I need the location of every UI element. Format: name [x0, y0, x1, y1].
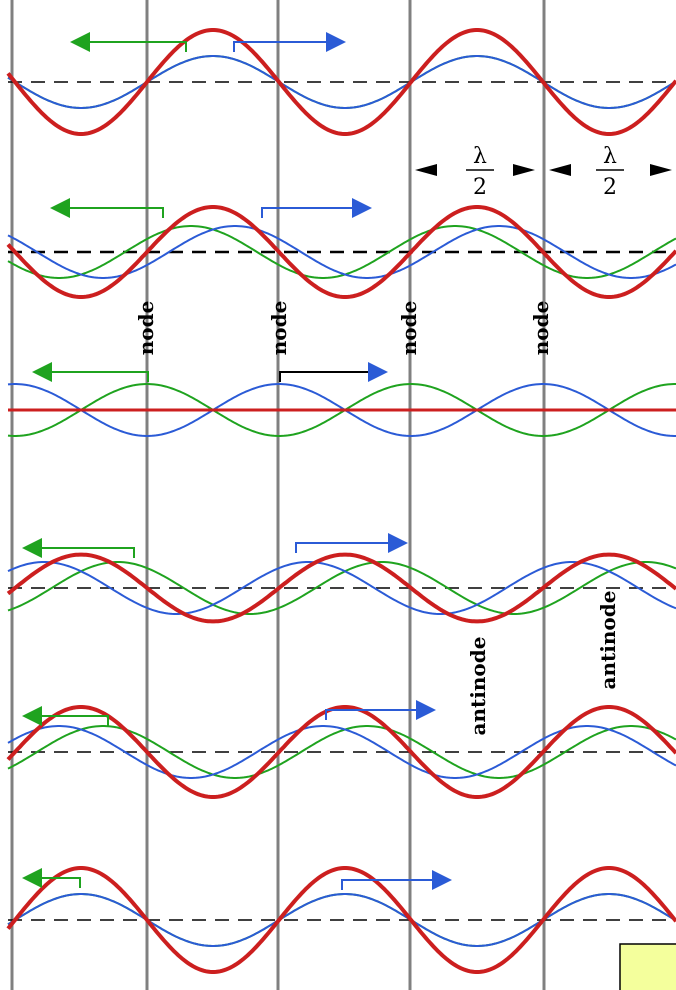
right-traveling-wave — [7, 225, 676, 279]
antinode-label: antinode — [466, 637, 490, 736]
standing-wave — [6, 552, 676, 624]
right-traveling-wave — [7, 893, 676, 947]
left-traveling-wave — [7, 561, 676, 615]
left-direction-arrow — [22, 538, 135, 558]
node-label: node — [529, 301, 553, 356]
right-traveling-wave — [7, 561, 676, 615]
antinode-label: antinode — [596, 591, 620, 690]
right-direction-arrow — [233, 32, 346, 52]
node-label: node — [397, 301, 421, 356]
arrowhead-left-2 — [549, 164, 571, 176]
wave-row — [6, 533, 676, 624]
left-direction-arrow — [22, 706, 109, 726]
wave-row — [6, 28, 676, 136]
arrowhead-right-1 — [513, 164, 535, 176]
wave-row — [7, 362, 676, 437]
fraction-denominator: 2 — [473, 175, 487, 200]
right-traveling-wave — [7, 55, 676, 109]
fraction-denominator: 2 — [603, 175, 617, 200]
standing-wave — [6, 205, 676, 299]
antinode-labels: antinode antinode — [466, 591, 620, 736]
node-label: node — [267, 301, 291, 356]
standing-wave — [6, 866, 676, 974]
half-wavelength-annotation: λ 2 λ 2 — [415, 144, 672, 200]
left-direction-arrow — [50, 198, 164, 218]
left-traveling-wave — [7, 383, 676, 437]
node-label: node — [134, 301, 158, 356]
node-lines — [10, 0, 546, 990]
wave-rows — [6, 28, 676, 974]
lambda-symbol: λ — [603, 144, 617, 169]
right-traveling-wave — [7, 383, 676, 437]
corner-box — [619, 943, 676, 990]
arrowhead-right-2 — [650, 164, 672, 176]
left-direction-arrow — [32, 362, 149, 382]
left-traveling-wave — [7, 725, 676, 779]
right-direction-arrow — [295, 533, 408, 553]
left-direction-arrow — [22, 868, 81, 888]
lambda-symbol: λ — [473, 144, 487, 169]
left-direction-arrow — [70, 32, 187, 52]
standing-wave — [6, 705, 676, 799]
right-direction-arrow — [261, 198, 372, 218]
right-direction-arrow — [279, 362, 388, 382]
wave-row — [6, 866, 676, 974]
wave-row — [6, 700, 676, 799]
node-labels: node node node node — [134, 301, 553, 356]
right-direction-arrow — [341, 870, 452, 890]
right-direction-arrow — [325, 700, 436, 720]
arrowhead-left-1 — [415, 164, 437, 176]
wave-row — [6, 198, 676, 299]
standing-wave — [6, 28, 676, 136]
